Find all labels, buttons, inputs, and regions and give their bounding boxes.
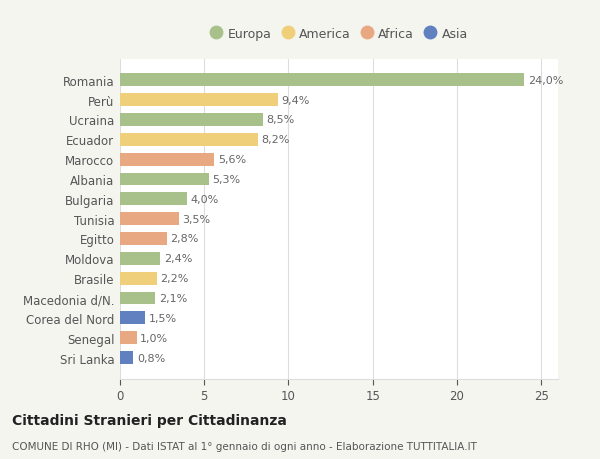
Bar — [120, 252, 160, 265]
Text: 24,0%: 24,0% — [527, 76, 563, 85]
Bar — [120, 74, 524, 87]
Bar — [120, 153, 214, 166]
Bar — [120, 94, 278, 107]
Text: 8,5%: 8,5% — [266, 115, 295, 125]
Text: 8,2%: 8,2% — [262, 135, 290, 145]
Legend: Europa, America, Africa, Asia: Europa, America, Africa, Asia — [210, 28, 468, 40]
Text: 9,4%: 9,4% — [282, 95, 310, 106]
Text: 2,8%: 2,8% — [170, 234, 199, 244]
Text: 4,0%: 4,0% — [191, 195, 219, 204]
Bar — [120, 272, 157, 285]
Bar — [120, 213, 179, 226]
Bar — [120, 351, 133, 364]
Bar — [120, 331, 137, 344]
Text: 2,2%: 2,2% — [160, 274, 189, 284]
Text: 1,0%: 1,0% — [140, 333, 169, 343]
Text: 0,8%: 0,8% — [137, 353, 165, 363]
Text: 1,5%: 1,5% — [149, 313, 177, 323]
Bar — [120, 292, 155, 305]
Bar — [120, 193, 187, 206]
Bar — [120, 312, 145, 325]
Text: 5,6%: 5,6% — [218, 155, 246, 165]
Bar — [120, 114, 263, 127]
Text: 5,3%: 5,3% — [212, 174, 241, 185]
Text: 2,1%: 2,1% — [159, 293, 187, 303]
Bar — [120, 173, 209, 186]
Text: 3,5%: 3,5% — [182, 214, 211, 224]
Text: COMUNE DI RHO (MI) - Dati ISTAT al 1° gennaio di ogni anno - Elaborazione TUTTIT: COMUNE DI RHO (MI) - Dati ISTAT al 1° ge… — [12, 441, 477, 451]
Text: 2,4%: 2,4% — [164, 254, 192, 264]
Text: Cittadini Stranieri per Cittadinanza: Cittadini Stranieri per Cittadinanza — [12, 413, 287, 427]
Bar — [120, 233, 167, 246]
Bar — [120, 134, 258, 146]
